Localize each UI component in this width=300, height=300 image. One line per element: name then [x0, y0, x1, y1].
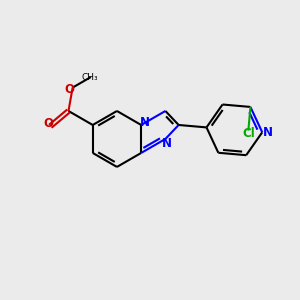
- Text: CH₃: CH₃: [81, 73, 98, 82]
- Text: N: N: [262, 126, 272, 139]
- Text: O: O: [44, 117, 54, 130]
- Text: N: N: [162, 137, 172, 150]
- Text: N: N: [140, 116, 150, 129]
- Text: Cl: Cl: [242, 127, 255, 140]
- Text: O: O: [64, 82, 74, 95]
